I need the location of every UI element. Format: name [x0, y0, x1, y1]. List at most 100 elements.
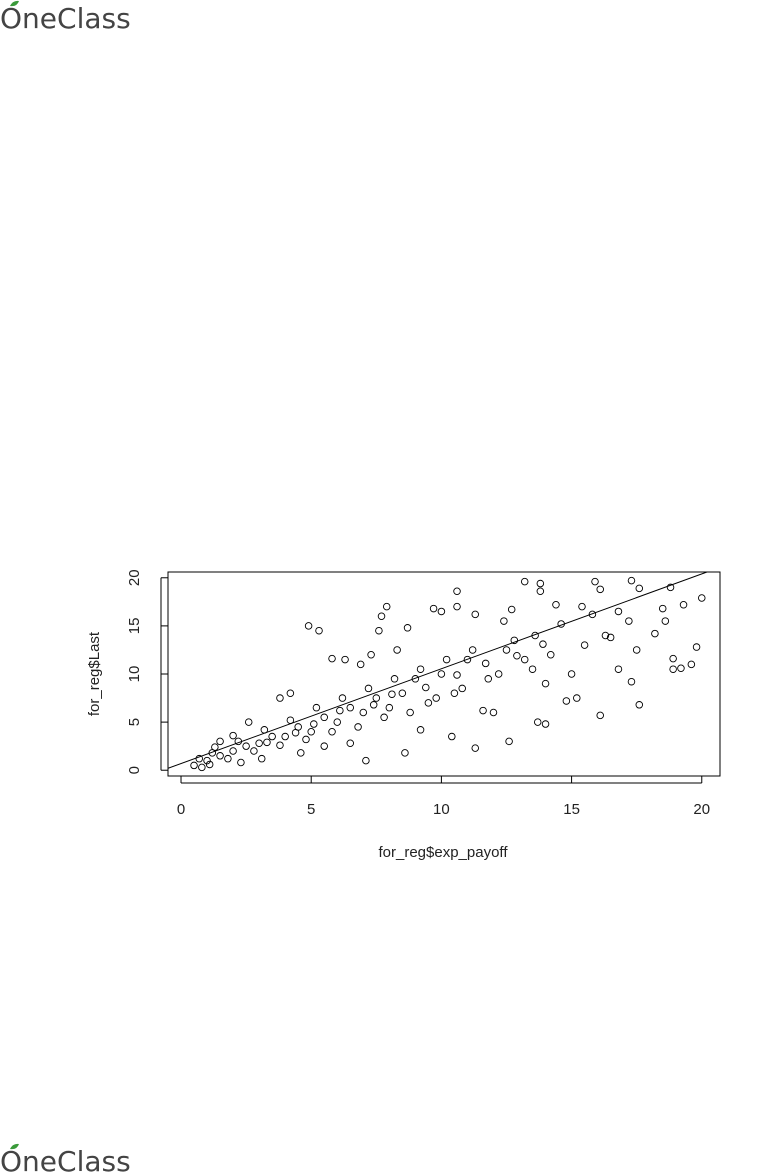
- point: [302, 735, 310, 744]
- point: [520, 655, 529, 664]
- point: [356, 660, 365, 669]
- point: [513, 651, 521, 660]
- point: [567, 670, 576, 678]
- point: [416, 726, 425, 734]
- point: [601, 631, 610, 640]
- point: [510, 636, 519, 645]
- point: [281, 732, 289, 741]
- point: [424, 699, 433, 707]
- point: [507, 605, 516, 614]
- point: [442, 655, 451, 664]
- point: [393, 646, 401, 654]
- point: [606, 633, 615, 642]
- point: [533, 718, 542, 726]
- point: [635, 701, 644, 709]
- x-tick-label: 15: [563, 801, 580, 818]
- point: [333, 718, 341, 726]
- point: [244, 718, 253, 726]
- y-axis-label: for_reg$Last: [86, 631, 103, 716]
- point: [458, 684, 466, 693]
- point: [432, 694, 440, 702]
- point: [541, 679, 550, 688]
- point: [429, 604, 438, 613]
- plot-frame: [167, 571, 721, 777]
- point: [471, 744, 479, 752]
- point: [658, 604, 667, 613]
- point: [297, 749, 305, 757]
- point: [276, 741, 284, 749]
- point: [237, 758, 245, 767]
- point: [385, 703, 394, 712]
- point: [406, 708, 414, 717]
- point: [632, 646, 641, 654]
- point: [539, 640, 547, 648]
- point: [437, 670, 446, 678]
- point: [448, 732, 456, 741]
- point: [677, 664, 685, 672]
- point: [666, 583, 675, 592]
- point: [250, 747, 258, 755]
- point: [541, 720, 550, 728]
- point: [450, 689, 459, 697]
- point: [547, 651, 555, 659]
- point: [195, 754, 203, 763]
- point: [310, 720, 318, 728]
- point: [291, 728, 300, 737]
- point: [216, 737, 224, 746]
- logo-leaf: [10, 1143, 19, 1150]
- point: [591, 577, 599, 586]
- point: [216, 752, 224, 760]
- point: [375, 626, 383, 635]
- point: [481, 659, 490, 668]
- point: [437, 607, 446, 616]
- point: [453, 671, 461, 679]
- point: [403, 624, 412, 632]
- point: [369, 701, 378, 709]
- point: [596, 585, 604, 594]
- point: [198, 763, 206, 772]
- x-tick-label: 0: [177, 801, 185, 818]
- fit-line: [168, 572, 708, 769]
- point: [416, 665, 425, 673]
- point: [328, 654, 336, 663]
- point: [536, 579, 545, 588]
- point: [401, 749, 409, 757]
- point: [494, 670, 503, 678]
- x-tick-label: 10: [433, 801, 450, 818]
- y-tick-label: 5: [126, 718, 143, 726]
- point: [382, 602, 391, 611]
- point: [312, 703, 321, 712]
- point: [500, 617, 508, 625]
- y-tick-label: 10: [126, 666, 143, 683]
- logo-leaf: [10, 0, 19, 7]
- point: [627, 677, 636, 686]
- point: [411, 675, 420, 683]
- point: [354, 723, 362, 731]
- point: [536, 587, 545, 595]
- point: [687, 660, 696, 669]
- point: [388, 690, 396, 698]
- point: [698, 594, 706, 602]
- point: [320, 713, 328, 722]
- point: [315, 626, 323, 635]
- point: [190, 761, 198, 770]
- point: [552, 600, 560, 609]
- header-logo: OneClass: [0, 2, 131, 35]
- point: [479, 706, 487, 715]
- point: [320, 742, 328, 750]
- y-tick-label: 0: [126, 766, 143, 774]
- point: [229, 747, 237, 755]
- point: [679, 600, 688, 609]
- point: [635, 584, 644, 593]
- point: [614, 665, 623, 673]
- point: [502, 646, 511, 654]
- point: [562, 697, 571, 705]
- point: [625, 617, 633, 625]
- point: [578, 602, 586, 611]
- point: [580, 641, 589, 649]
- point: [257, 754, 266, 763]
- point: [484, 675, 493, 683]
- point: [596, 711, 604, 720]
- point: [268, 732, 276, 741]
- point: [669, 665, 677, 673]
